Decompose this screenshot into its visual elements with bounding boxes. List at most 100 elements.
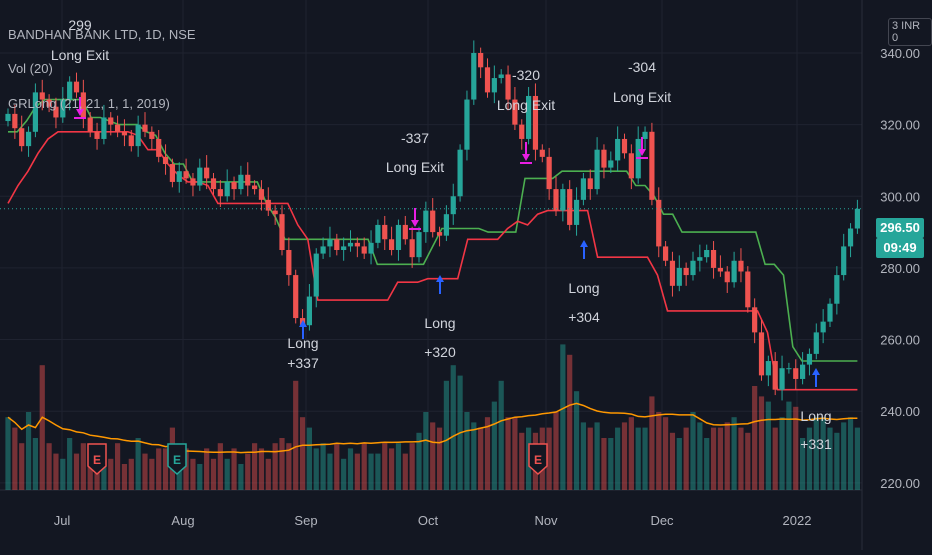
x-tick-label: Dec (650, 513, 674, 528)
volume-bar (615, 427, 621, 490)
candle (601, 144, 607, 179)
candle-body (628, 153, 634, 179)
candle-body (484, 67, 491, 93)
candle (156, 130, 162, 163)
candle-body (587, 178, 593, 190)
candle (368, 230, 374, 265)
candle (847, 223, 854, 258)
candle-body (430, 210, 436, 233)
volume-bar (60, 458, 66, 490)
candle-body (73, 81, 80, 93)
volume-bar (32, 438, 38, 490)
candle (704, 244, 710, 263)
candle-body (758, 332, 765, 376)
volume-indicator-label[interactable]: Vol (20) (8, 61, 53, 76)
candle-body (601, 149, 607, 168)
long-exit-value: -337 (401, 130, 429, 146)
y-tick-label: 340.00 (880, 46, 920, 61)
earnings-icon (528, 443, 548, 476)
candle-body (765, 361, 771, 376)
candle (25, 126, 32, 157)
candle-body (94, 131, 100, 139)
volume-bar (279, 438, 285, 490)
volume-bar (717, 427, 723, 490)
candle (430, 198, 436, 238)
x-tick-label: Oct (418, 513, 439, 528)
candle (635, 126, 641, 184)
candle (717, 255, 723, 277)
volume-bar (697, 422, 703, 490)
earnings-icon (167, 443, 187, 476)
candle (313, 248, 319, 308)
candle-body (279, 214, 285, 250)
y-tick-label: 300.00 (880, 189, 920, 204)
volume-bar (553, 412, 559, 490)
candle (354, 237, 360, 258)
candle (786, 362, 792, 374)
volume-bar (786, 401, 792, 490)
volume-bar (676, 438, 682, 490)
candle-body (416, 232, 422, 258)
candle-body (169, 164, 175, 182)
strategy-label[interactable]: GRLong (21, 21, 1, 1, 2019) (8, 96, 170, 111)
candle-body (87, 117, 93, 132)
candle (532, 83, 539, 161)
candle (526, 87, 532, 145)
volume-bar (669, 432, 676, 490)
volume-bar (423, 412, 429, 490)
candle-body (436, 232, 443, 236)
candle (758, 319, 765, 381)
candle-body (423, 210, 429, 233)
candle-body (162, 156, 169, 165)
volume-bar (436, 427, 443, 490)
candle-body (806, 353, 813, 365)
volume-bar (361, 443, 367, 490)
candle (217, 180, 223, 208)
volume-bar (683, 427, 689, 490)
volume-bar (258, 448, 265, 490)
candle (389, 226, 395, 256)
volume-bar (512, 417, 518, 490)
candle (286, 237, 292, 286)
candle (690, 251, 696, 281)
candle (765, 355, 771, 387)
candle-body (176, 171, 182, 182)
volume-bar (382, 443, 388, 490)
candle (827, 298, 833, 328)
candle-body (217, 189, 223, 197)
candle-body (252, 185, 258, 190)
candle (46, 94, 52, 113)
candle (752, 298, 758, 344)
volume-bar (608, 438, 614, 490)
candle (19, 115, 25, 152)
earnings-marker[interactable]: E (528, 443, 548, 476)
candle (32, 83, 38, 138)
volume-bar (156, 448, 162, 490)
scale-control[interactable]: 3 INR 0 (888, 18, 932, 46)
candle-body (39, 92, 45, 100)
volume-bar (389, 448, 395, 490)
candle (279, 205, 285, 256)
volume-bar (752, 386, 758, 490)
candle-body (368, 242, 374, 254)
earnings-marker[interactable]: E (87, 443, 107, 476)
candle-body (190, 178, 196, 186)
candle (663, 241, 669, 267)
candle-body (80, 92, 86, 118)
candle-body (142, 124, 148, 132)
candle (546, 147, 552, 200)
volume-bar (649, 396, 655, 490)
x-tick-label: Sep (294, 513, 317, 528)
candle (450, 183, 456, 225)
volume-bar (587, 427, 593, 490)
candle-body (731, 260, 737, 283)
volume-bar (293, 380, 299, 490)
long-exit-arrow-icon (76, 97, 84, 116)
earnings-marker[interactable]: E (167, 443, 187, 476)
volume-bar (834, 432, 840, 490)
long-exit-label: Long Exit (497, 97, 555, 113)
candle (553, 176, 559, 216)
candle-body (46, 99, 52, 107)
